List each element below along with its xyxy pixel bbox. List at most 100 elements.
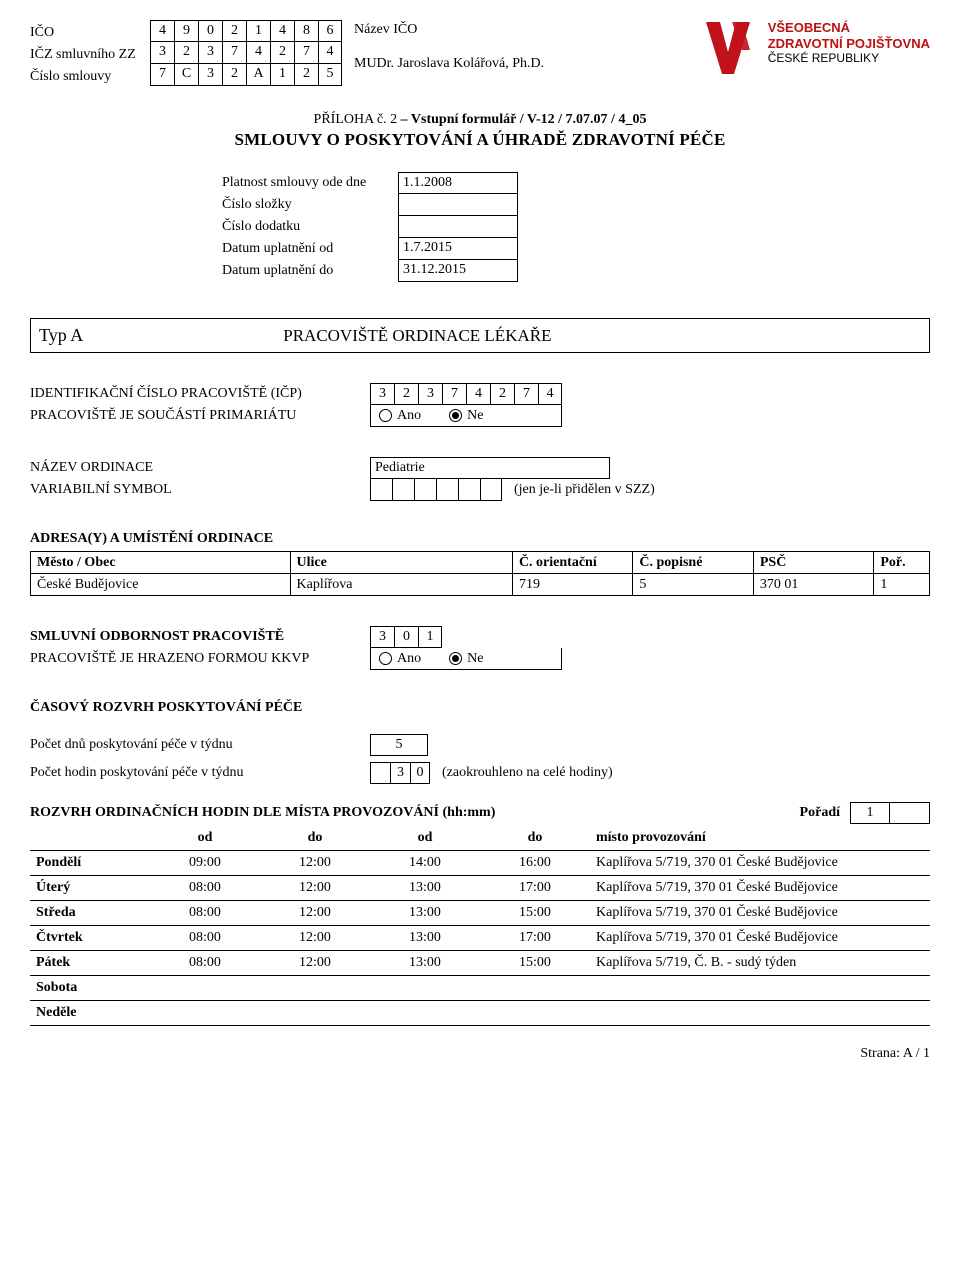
logo-text-2: ZDRAVOTNÍ POJIŠŤOVNA (768, 36, 930, 52)
time-cell: 08:00 (150, 901, 260, 926)
kkvp-radio-box: Ano Ne (370, 648, 562, 670)
head-do2: do (480, 826, 590, 851)
cell: C (174, 64, 198, 86)
cell: 5 (318, 64, 342, 86)
meta-row: Platnost smlouvy ode dne1.1.2008 (222, 172, 930, 194)
col-orient: Č. orientační (512, 552, 632, 574)
time-cell: 14:00 (370, 851, 480, 876)
time-cell: 13:00 (370, 901, 480, 926)
title-block: PŘÍLOHA č. 2 – Vstupní formulář / V-12 /… (30, 112, 930, 150)
nazev-ordinace-value: Pediatrie (370, 457, 610, 479)
hodiny-note: (zaokrouhleno na celé hodiny) (442, 765, 613, 781)
cell: 4 (270, 20, 294, 42)
ico-label: IČO (30, 22, 150, 44)
poradi-value: 1 (850, 802, 890, 824)
schedule-row: Pondělí09:0012:0014:0016:00Kaplířova 5/7… (30, 851, 930, 876)
time-cell: 13:00 (370, 951, 480, 976)
place-cell: Kaplířova 5/719, 370 01 České Budějovice (590, 876, 930, 901)
odbornost-label: SMLUVNÍ ODBORNOST PRACOVIŠTĚ (30, 629, 370, 645)
time-cell (480, 976, 590, 1001)
dny-label: Počet dnů poskytování péče v týdnu (30, 737, 370, 753)
cell: 3 (370, 626, 394, 648)
radio-icon (449, 652, 462, 665)
cell: A (246, 64, 270, 86)
odbornost-cells: 301 (370, 626, 442, 648)
cell: 7 (442, 383, 466, 405)
cell: 3 (198, 42, 222, 64)
address-table: Město / Obec Ulice Č. orientační Č. popi… (30, 551, 930, 596)
footer: Strana: A / 1 (30, 1046, 930, 1062)
typ-label: Typ A (39, 325, 83, 346)
cell: 7 (222, 42, 246, 64)
primariat-radio-box: Ano Ne (370, 405, 562, 427)
head-od1: od (150, 826, 260, 851)
time-cell (370, 976, 480, 1001)
time-cell: 17:00 (480, 926, 590, 951)
cell (370, 762, 390, 784)
schedule-table: od do od do místo provozování Pondělí09:… (30, 826, 930, 1026)
cell: 9 (174, 20, 198, 42)
primariat-label: PRACOVIŠTĚ JE SOUČÁSTÍ PRIMARIÁTU (30, 408, 370, 424)
cell: 6 (318, 20, 342, 42)
cislo-smlouvy-cells: 7C32A125 (150, 64, 342, 86)
kkvp-ne[interactable]: Ne (449, 651, 483, 667)
primariat-ne[interactable]: Ne (449, 408, 483, 424)
cell: 7 (150, 64, 174, 86)
typ-title: PRACOVIŠTĚ ORDINACE LÉKAŘE (283, 326, 551, 346)
nazev-ico-value: MUDr. Jaroslava Kolářová, Ph.D. (354, 56, 544, 72)
day-cell: Neděle (30, 1001, 150, 1026)
poradi-box: 1 (850, 802, 930, 824)
time-cell (150, 1001, 260, 1026)
cell: 4 (318, 42, 342, 64)
poradi-label: Pořadí (800, 805, 840, 821)
meta-value: 1.7.2015 (398, 238, 518, 260)
hodiny-label: Počet hodin poskytování péče v týdnu (30, 765, 370, 781)
dny-value: 5 (370, 734, 428, 756)
cell: 2 (222, 64, 246, 86)
col-por: Poř. (874, 552, 930, 574)
cell: 2 (294, 64, 318, 86)
title-prefix: PŘÍLOHA č. 2 (314, 112, 398, 127)
kkvp-ano[interactable]: Ano (379, 651, 421, 667)
varsym-cells (370, 479, 502, 501)
cell: 7 (514, 383, 538, 405)
time-cell: 13:00 (370, 876, 480, 901)
meta-value (398, 194, 518, 216)
schedule-row: Pátek08:0012:0013:0015:00Kaplířova 5/719… (30, 951, 930, 976)
icz-cells: 32374274 (150, 42, 342, 64)
meta-label: Datum uplatnění od (222, 241, 398, 257)
primariat-ano[interactable]: Ano (379, 408, 421, 424)
radio-icon (449, 409, 462, 422)
schedule-row: Středa08:0012:0013:0015:00Kaplířova 5/71… (30, 901, 930, 926)
address-title: ADRESA(Y) A UMÍSTĚNÍ ORDINACE (30, 531, 930, 547)
meta-value: 31.12.2015 (398, 260, 518, 282)
kkvp-label: PRACOVIŠTĚ JE HRAZENO FORMOU KKVP (30, 651, 370, 667)
day-cell: Úterý (30, 876, 150, 901)
day-cell: Pondělí (30, 851, 150, 876)
varsym-label: VARIABILNÍ SYMBOL (30, 482, 370, 498)
icp-cells: 32374274 (370, 383, 562, 405)
ordinace-section: NÁZEV ORDINACE Pediatrie VARIABILNÍ SYMB… (30, 457, 930, 501)
nazev-ordinace-label: NÁZEV ORDINACE (30, 460, 370, 476)
address-header-row: Město / Obec Ulice Č. orientační Č. popi… (31, 552, 930, 574)
icp-label: IDENTIFIKAČNÍ ČÍSLO PRACOVIŠTĚ (IČP) (30, 386, 370, 402)
place-cell (590, 976, 930, 1001)
nazev-ico-label: Název IČO (354, 22, 544, 38)
address-cell-psc: 370 01 (753, 574, 873, 596)
logo-text-3: ČESKÉ REPUBLIKY (768, 51, 930, 65)
radio-icon (379, 652, 392, 665)
time-cell: 12:00 (260, 926, 370, 951)
place-cell: Kaplířova 5/719, 370 01 České Budějovice (590, 926, 930, 951)
time-cell: 12:00 (260, 876, 370, 901)
day-cell: Středa (30, 901, 150, 926)
time-cell: 17:00 (480, 876, 590, 901)
meta-row: Číslo složky (222, 194, 930, 216)
cell: 4 (466, 383, 490, 405)
radio-icon (379, 409, 392, 422)
place-cell: Kaplířova 5/719, 370 01 České Budějovice (590, 851, 930, 876)
schedule-row: Sobota (30, 976, 930, 1001)
schedule-row: Neděle (30, 1001, 930, 1026)
address-cell-popisne: 5 (633, 574, 753, 596)
cell: 4 (150, 20, 174, 42)
address-rows: České BudějoviceKaplířova7195370 011 (31, 574, 930, 596)
